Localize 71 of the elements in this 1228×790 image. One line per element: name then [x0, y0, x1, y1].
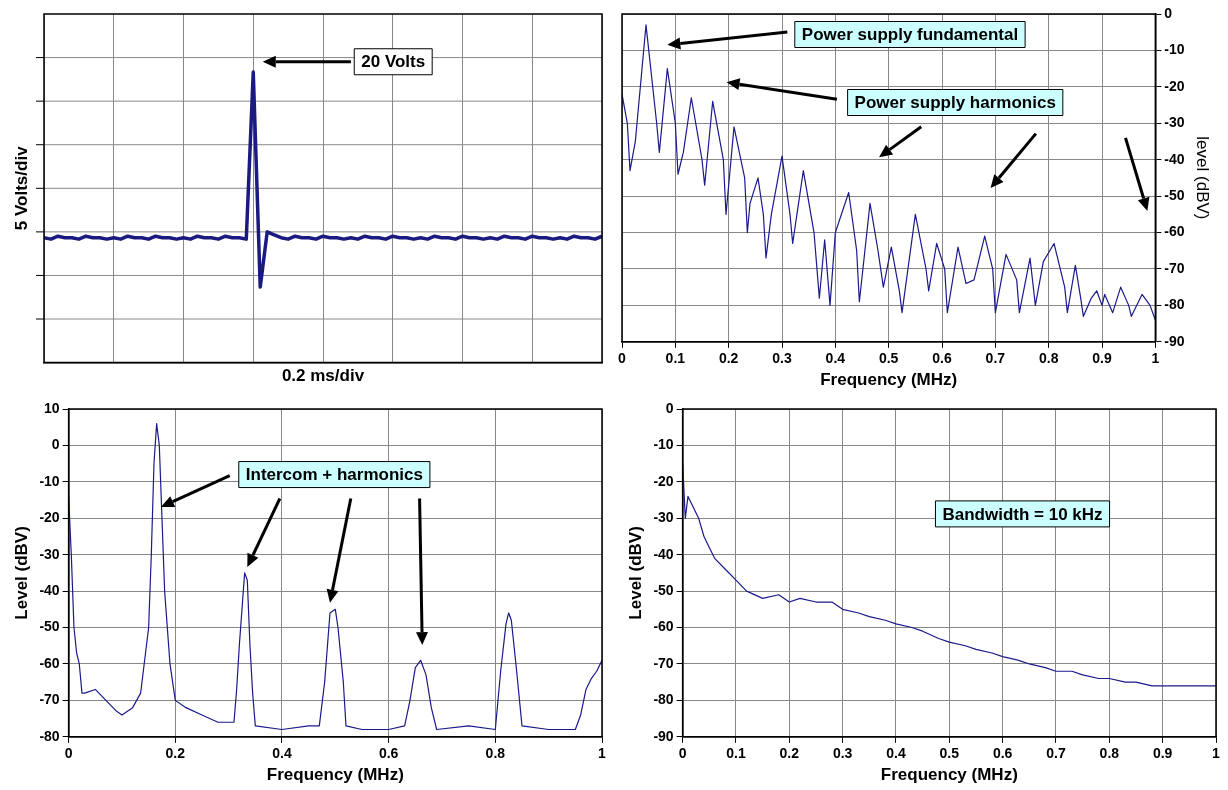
- y-tick-label: -10: [653, 436, 674, 453]
- x-tick-label: 0: [64, 745, 73, 762]
- annotation: Intercom + harmonics: [245, 465, 423, 485]
- x-tick-label: 0.9: [1152, 745, 1173, 762]
- x-axis-title: 0.2 ms/div: [281, 366, 365, 386]
- x-tick-label: 1: [1212, 745, 1221, 762]
- y-tick-label: -10: [39, 472, 60, 489]
- y-tick-label: -80: [653, 691, 674, 708]
- y-tick-label: -60: [39, 654, 60, 671]
- y2-tick-label: -70: [1164, 259, 1185, 276]
- annotation: Bandwidth = 10 kHz: [942, 504, 1103, 524]
- y-tick-label: -50: [653, 581, 674, 598]
- x-axis-title: Frequency (MHz): [880, 765, 1018, 785]
- y2-tick-label: -90: [1164, 332, 1185, 349]
- y2-tick-label: -30: [1164, 114, 1185, 131]
- y-tick-label: -60: [653, 618, 674, 635]
- annotation: Power supply harmonics: [854, 93, 1056, 113]
- x-axis-title: Frequency (MHz): [820, 370, 958, 390]
- y-axis-title: Level (dBV): [11, 526, 31, 620]
- x-tick-label: 0.6: [378, 745, 399, 762]
- y-tick-label: 0: [665, 399, 674, 416]
- x-tick-label: 0.1: [726, 745, 746, 762]
- y2-tick-label: -60: [1164, 223, 1185, 240]
- x-tick-label: 0.4: [825, 350, 846, 367]
- y-tick-label: -20: [39, 509, 60, 526]
- y-tick-label: -20: [653, 472, 674, 489]
- x-tick-label: 0: [678, 745, 687, 762]
- y-tick-label: -30: [39, 545, 60, 562]
- y-tick-label: 10: [44, 399, 60, 416]
- y2-tick-label: -50: [1164, 186, 1185, 203]
- x-tick-label: 0.8: [485, 745, 506, 762]
- y-tick-label: -70: [653, 654, 674, 671]
- y2-tick-label: -80: [1164, 296, 1185, 313]
- x-tick-label: 0.7: [985, 350, 1006, 367]
- x-tick-label: 0.1: [665, 350, 686, 367]
- x-tick-label: 0.4: [272, 745, 292, 762]
- x-tick-label: 0.2: [165, 745, 186, 762]
- x-tick-label: 0.4: [886, 745, 906, 762]
- y-tick-label: -70: [39, 691, 60, 708]
- x-tick-label: 0.6: [932, 350, 952, 367]
- y-tick-label: -40: [653, 545, 674, 562]
- x-tick-label: 0.3: [772, 350, 792, 367]
- text: 20 Volts: [361, 52, 426, 72]
- x-tick-label: 0: [618, 350, 627, 367]
- y2-tick-label: 0: [1164, 4, 1173, 21]
- annotation: Power supply fundamental: [801, 25, 1019, 45]
- x-tick-label: 1: [1151, 350, 1160, 367]
- x-tick-label: 0.7: [1046, 745, 1066, 762]
- x-tick-label: 0.8: [1099, 745, 1120, 762]
- y-tick-label: -50: [39, 618, 60, 635]
- y2-tick-label: -10: [1164, 41, 1185, 58]
- x-tick-label: 0.3: [832, 745, 853, 762]
- x-axis-title: Frequency (MHz): [266, 765, 404, 785]
- y-tick-label: -90: [653, 727, 674, 744]
- x-tick-label: 0.6: [992, 745, 1013, 762]
- x-tick-label: 0.2: [779, 745, 800, 762]
- y2-tick-label: -40: [1164, 150, 1185, 167]
- x-tick-label: 0.2: [718, 350, 739, 367]
- x-tick-label: 0.5: [878, 350, 899, 367]
- y-tick-label: -40: [39, 581, 60, 598]
- y2-tick-label: -20: [1164, 77, 1185, 94]
- x-tick-label: 0.5: [939, 745, 960, 762]
- y2-axis-title: level (dBV): [1193, 136, 1213, 220]
- y-tick-label: -30: [653, 509, 674, 526]
- x-tick-label: 1: [598, 745, 607, 762]
- y-tick-label: -80: [39, 727, 60, 744]
- x-tick-label: 0.9: [1092, 350, 1112, 367]
- y-tick-label: 0: [51, 436, 60, 453]
- y-axis-title: Level (dBV): [625, 526, 645, 620]
- y-axis-title: 5 Volts/div: [11, 145, 31, 231]
- x-tick-label: 0.8: [1038, 350, 1059, 367]
